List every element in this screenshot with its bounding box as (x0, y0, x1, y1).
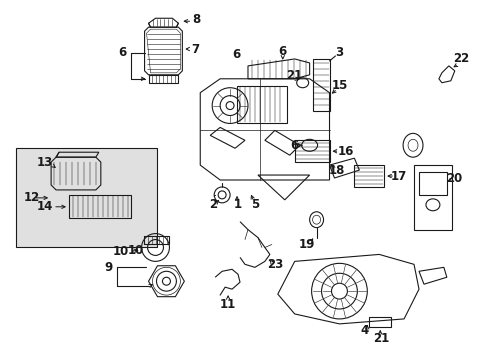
Text: 23: 23 (266, 258, 283, 271)
Bar (143, 235, 169, 243)
Text: 11: 11 (220, 297, 236, 311)
Bar (16, 148, 157, 247)
Text: 7: 7 (191, 42, 199, 55)
Text: 17: 17 (390, 170, 407, 183)
Text: 3: 3 (335, 46, 343, 59)
Bar (294, 140, 329, 162)
Text: 12: 12 (23, 192, 40, 204)
Text: 21: 21 (372, 332, 388, 345)
Text: 10: 10 (112, 245, 128, 258)
Bar (237, 86, 286, 123)
Text: 2: 2 (209, 198, 217, 211)
Bar (368, 317, 390, 327)
Text: 18: 18 (327, 163, 344, 176)
Text: 5: 5 (250, 198, 259, 211)
Text: 6: 6 (118, 46, 126, 59)
Bar (354, 165, 384, 187)
Text: 13: 13 (37, 156, 53, 168)
Text: 10: 10 (127, 244, 143, 257)
Text: 20: 20 (445, 171, 461, 185)
Bar (413, 165, 451, 230)
Text: 6: 6 (278, 45, 286, 58)
Text: 1: 1 (233, 198, 242, 211)
Text: 19: 19 (298, 238, 314, 251)
Text: 6: 6 (290, 139, 298, 152)
Text: 8: 8 (192, 13, 200, 26)
Text: 16: 16 (337, 145, 353, 158)
Text: 4: 4 (360, 324, 367, 337)
Text: 22: 22 (452, 53, 468, 66)
Text: 21: 21 (286, 69, 302, 82)
Text: 9: 9 (104, 261, 113, 274)
Text: 15: 15 (330, 79, 347, 92)
Text: 14: 14 (37, 200, 53, 213)
Text: 6: 6 (231, 49, 240, 62)
